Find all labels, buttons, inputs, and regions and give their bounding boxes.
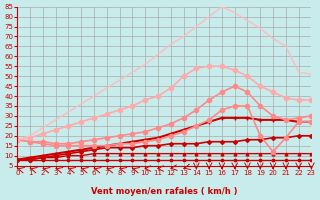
X-axis label: Vent moyen/en rafales ( km/h ): Vent moyen/en rafales ( km/h ) bbox=[91, 187, 238, 196]
